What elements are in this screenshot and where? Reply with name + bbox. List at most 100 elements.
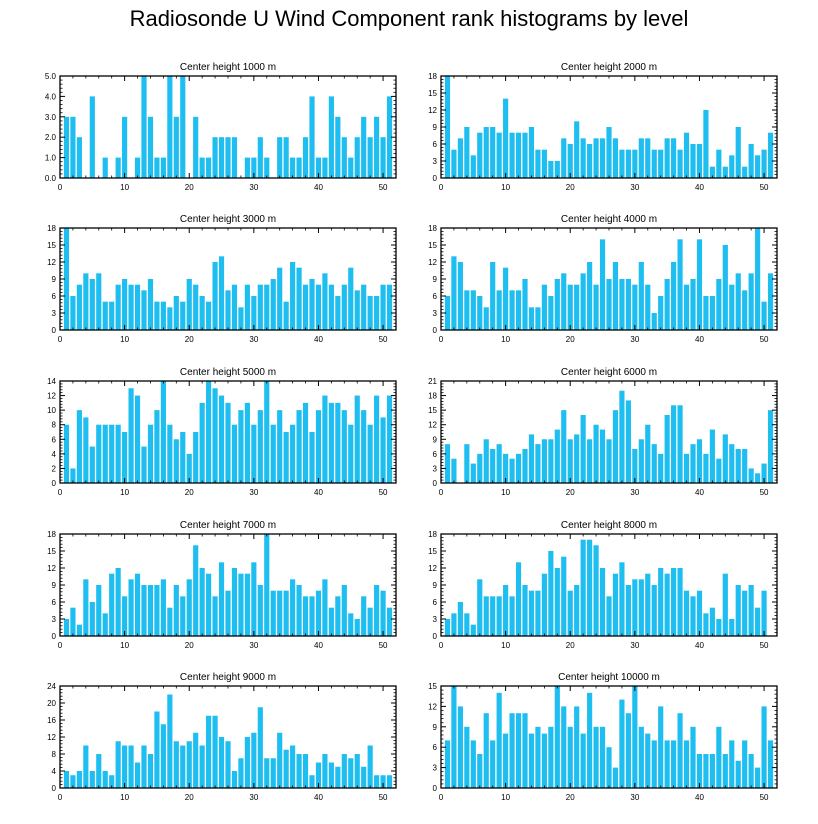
histogram-bar [483,596,489,636]
histogram-bar [238,573,244,636]
histogram-bar [115,741,121,788]
histogram-bar [173,116,179,178]
x-tick-label: 20 [566,641,575,650]
histogram-bar [645,733,651,788]
histogram-bar [509,290,515,330]
panel-title: Center height 4000 m [561,214,657,225]
histogram-bar [619,149,625,178]
histogram-bar [290,157,296,178]
y-tick-label: 0 [433,479,438,488]
histogram-bar [587,439,593,483]
histogram-bar [464,726,470,788]
histogram-bar [309,432,315,483]
histogram-bar [690,726,696,788]
histogram-bar [277,732,283,788]
histogram-bar [315,762,322,788]
histogram-bar [225,290,231,330]
histogram-bar [322,395,328,483]
histogram-bar [490,127,496,178]
histogram-bar [696,239,703,330]
histogram-bar [651,313,657,330]
histogram-bar [296,585,302,636]
histogram-bar [206,157,212,178]
y-tick-label: 3 [433,157,438,166]
histogram-bar [548,439,554,483]
histogram-bar [115,568,121,636]
histogram-bar [335,116,341,178]
histogram-bar [470,740,476,788]
histogram-bar [451,149,457,178]
histogram-bar [735,585,741,636]
histogram-bar [102,301,108,330]
y-tick-label: 9 [52,275,57,284]
histogram-bar [683,590,690,636]
histogram-bar [141,446,147,483]
histogram-bar [619,562,625,636]
histogram-bar [619,699,625,788]
x-tick-label: 10 [501,488,510,497]
x-tick-label: 0 [439,183,444,192]
histogram-bar [374,775,380,788]
x-tick-label: 30 [630,488,639,497]
histogram-bar [122,116,128,178]
histogram-bar [716,726,722,788]
x-tick-label: 50 [379,793,388,802]
histogram-bar [109,424,115,483]
x-tick-label: 10 [120,335,129,344]
histogram-bar [632,149,638,178]
histogram-bar [277,267,283,330]
histogram-bar [167,76,173,178]
histogram-bar [380,775,386,788]
histogram-bar [522,585,528,636]
histogram-bar [193,732,199,788]
histogram-bar [606,439,612,483]
histogram-bar [173,296,179,330]
histogram-bar [554,568,560,636]
y-tick-label: 9 [52,581,57,590]
histogram-bar [748,754,754,788]
x-tick-label: 40 [314,183,323,192]
histogram-bar [535,590,541,636]
y-tick-label: 6 [52,598,57,607]
histogram-bar [76,771,82,788]
histogram-bar [541,149,547,178]
histogram-bar [238,410,244,483]
histogram-bar [696,754,703,788]
histogram-bar [593,726,599,788]
histogram-bar [567,439,573,483]
histogram-bar [567,590,573,636]
histogram-bar [638,439,644,483]
x-tick-label: 0 [439,488,444,497]
histogram-bar [128,745,134,788]
panel-title: Center height 5000 m [180,367,276,378]
histogram-bar [470,463,476,483]
histogram-bar [290,745,296,788]
histogram-bar [457,262,463,330]
histogram-bar [548,551,554,636]
histogram-bar [761,706,767,788]
histogram-bar [574,434,580,483]
panel-title: Center height 2000 m [561,62,657,73]
x-tick-label: 30 [630,641,639,650]
histogram-bar [361,596,367,636]
histogram-bar [290,579,296,636]
histogram-bar [444,76,451,178]
histogram-bar [231,424,238,483]
histogram-bar [580,733,586,788]
histogram-bar [535,726,541,788]
histogram-panel: Center height 1000 m 0 10 20 30 40 50 0.0 1.0 2.0… [45,62,397,192]
histogram-bar [173,439,179,483]
y-tick-label: 12 [428,564,437,573]
histogram-bar [186,741,192,788]
y-tick-label: 3.0 [45,113,57,122]
histogram-bar [328,402,334,483]
y-tick-label: 3 [433,309,438,318]
histogram-bar [444,444,451,483]
histogram-bar [755,155,761,178]
y-tick-label: 6 [433,743,438,752]
histogram-bar [141,76,147,178]
y-tick-label: 9 [433,723,438,732]
histogram-bar [580,415,586,483]
histogram-bar [612,262,619,330]
x-tick-label: 40 [695,335,704,344]
